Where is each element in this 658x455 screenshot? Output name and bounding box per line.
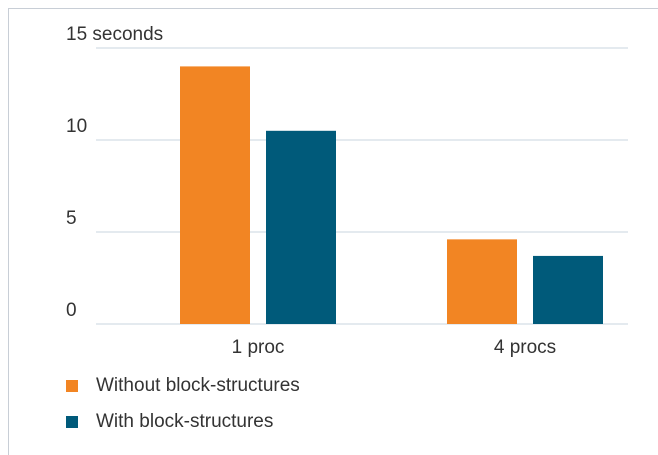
- x-tick-label-1: 4 procs: [494, 337, 556, 358]
- y-tick-label-3: 15 seconds: [66, 24, 163, 45]
- bar-with-0: [266, 130, 336, 324]
- y-tick-label-2: 10: [66, 116, 87, 137]
- bar-with-1: [533, 255, 603, 324]
- chart-frame: [8, 8, 658, 455]
- legend-label-without: Without block-structures: [96, 375, 300, 396]
- legend-swatch-with: [66, 416, 78, 428]
- legend-swatch-without: [66, 380, 78, 392]
- legend-label-with: With block-structures: [96, 411, 274, 432]
- y-tick-label-1: 5: [66, 208, 77, 229]
- y-tick-label-0: 0: [66, 300, 77, 321]
- legend: Without block-structures With block-stru…: [66, 372, 300, 444]
- legend-item-with: With block-structures: [66, 408, 300, 436]
- legend-item-without: Without block-structures: [66, 372, 300, 400]
- x-tick-label-0: 1 proc: [232, 337, 285, 358]
- bar-without-0: [180, 66, 250, 325]
- bar-without-1: [447, 239, 517, 324]
